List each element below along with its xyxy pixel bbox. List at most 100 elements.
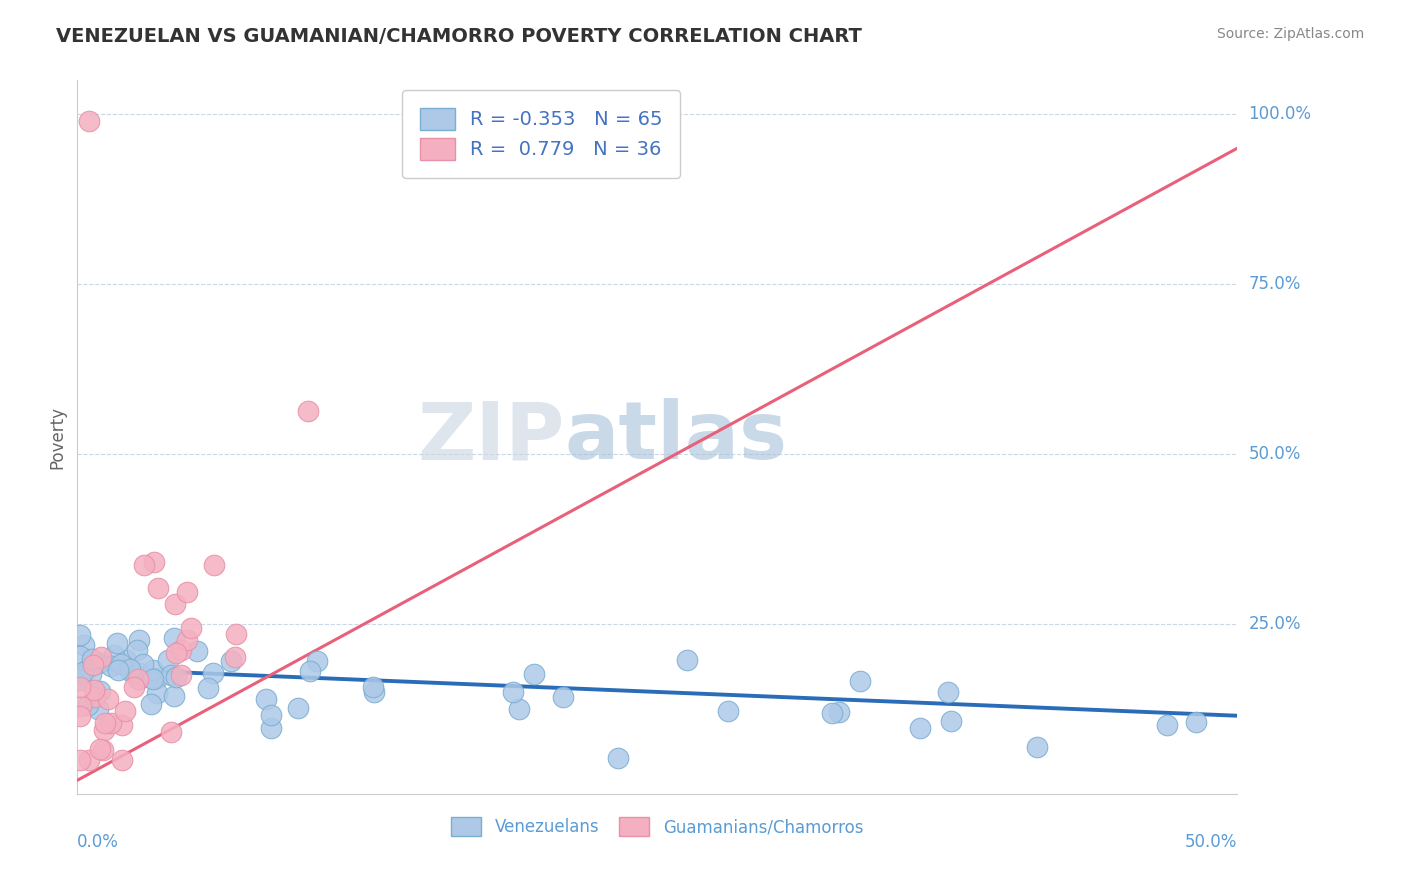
Point xyxy=(125,643,148,657)
Point xyxy=(114,704,136,718)
Point xyxy=(142,663,165,677)
Point xyxy=(676,652,699,666)
Point xyxy=(128,672,150,686)
Point xyxy=(89,684,111,698)
Point xyxy=(79,667,101,681)
Point xyxy=(90,650,112,665)
Point xyxy=(72,665,94,680)
Legend: Venezuelans, Guamanians/Chamorros: Venezuelans, Guamanians/Chamorros xyxy=(439,804,876,850)
Point xyxy=(110,753,132,767)
Point xyxy=(176,633,198,648)
Point xyxy=(159,668,181,682)
Point xyxy=(77,698,100,712)
Point xyxy=(77,114,100,128)
Point xyxy=(80,652,103,666)
Point xyxy=(908,721,931,735)
Point xyxy=(69,628,91,642)
Point xyxy=(1156,717,1178,731)
Point xyxy=(363,685,385,699)
Point xyxy=(77,753,100,767)
Point xyxy=(162,689,184,703)
Point xyxy=(717,704,740,718)
Point xyxy=(110,657,132,671)
Point xyxy=(287,701,309,715)
Point xyxy=(93,723,115,738)
Point xyxy=(941,714,963,728)
Point xyxy=(118,664,141,678)
Point xyxy=(69,709,91,723)
Text: 75.0%: 75.0% xyxy=(1249,275,1301,293)
Point xyxy=(82,658,104,673)
Point xyxy=(254,691,277,706)
Point xyxy=(111,717,134,731)
Point xyxy=(100,715,122,730)
Point xyxy=(69,673,91,688)
Point xyxy=(169,643,191,657)
Point xyxy=(107,663,129,677)
Text: 50.0%: 50.0% xyxy=(1249,445,1301,463)
Point xyxy=(553,690,575,705)
Point xyxy=(219,654,242,668)
Text: atlas: atlas xyxy=(565,398,787,476)
Point xyxy=(122,680,145,694)
Point xyxy=(134,558,156,572)
Point xyxy=(1185,714,1208,729)
Text: VENEZUELAN VS GUAMANIAN/CHAMORRO POVERTY CORRELATION CHART: VENEZUELAN VS GUAMANIAN/CHAMORRO POVERTY… xyxy=(56,27,862,45)
Point xyxy=(165,670,187,684)
Point xyxy=(83,690,105,705)
Point xyxy=(202,665,225,680)
Point xyxy=(69,698,91,713)
Point xyxy=(93,742,115,756)
Point xyxy=(115,653,138,667)
Point xyxy=(297,404,319,418)
Point xyxy=(307,654,329,668)
Point xyxy=(186,644,208,658)
Point xyxy=(100,659,122,673)
Point xyxy=(69,668,91,682)
Point xyxy=(363,681,385,695)
Point xyxy=(828,705,851,719)
Point xyxy=(849,673,872,688)
Point xyxy=(142,672,165,686)
Point xyxy=(139,698,162,712)
Point xyxy=(165,597,187,611)
Point xyxy=(118,662,141,676)
Point xyxy=(821,706,844,720)
Point xyxy=(128,632,150,647)
Point xyxy=(128,665,150,680)
Point xyxy=(77,660,100,674)
Point xyxy=(83,683,105,698)
Point xyxy=(157,653,180,667)
Point xyxy=(197,681,219,695)
Text: 50.0%: 50.0% xyxy=(1185,833,1237,851)
Point xyxy=(146,671,169,685)
Point xyxy=(69,648,91,663)
Text: 25.0%: 25.0% xyxy=(1249,615,1301,633)
Point xyxy=(103,648,125,662)
Point xyxy=(260,721,283,735)
Point xyxy=(523,666,546,681)
Point xyxy=(132,657,155,672)
Point xyxy=(97,692,120,706)
Point xyxy=(169,668,191,682)
Point xyxy=(89,656,111,670)
Point xyxy=(127,672,149,686)
Point xyxy=(180,621,202,635)
Point xyxy=(224,650,246,665)
Text: 100.0%: 100.0% xyxy=(1249,105,1312,123)
Y-axis label: Poverty: Poverty xyxy=(48,406,66,468)
Point xyxy=(93,716,115,731)
Text: Source: ZipAtlas.com: Source: ZipAtlas.com xyxy=(1216,27,1364,41)
Point xyxy=(87,702,110,716)
Point xyxy=(202,558,225,572)
Point xyxy=(299,665,322,679)
Point xyxy=(502,685,524,699)
Text: ZIP: ZIP xyxy=(418,398,565,476)
Point xyxy=(159,724,181,739)
Point xyxy=(606,751,628,765)
Point xyxy=(69,681,91,695)
Point xyxy=(1026,739,1049,754)
Point xyxy=(260,707,283,722)
Point xyxy=(89,742,111,756)
Point xyxy=(508,702,530,716)
